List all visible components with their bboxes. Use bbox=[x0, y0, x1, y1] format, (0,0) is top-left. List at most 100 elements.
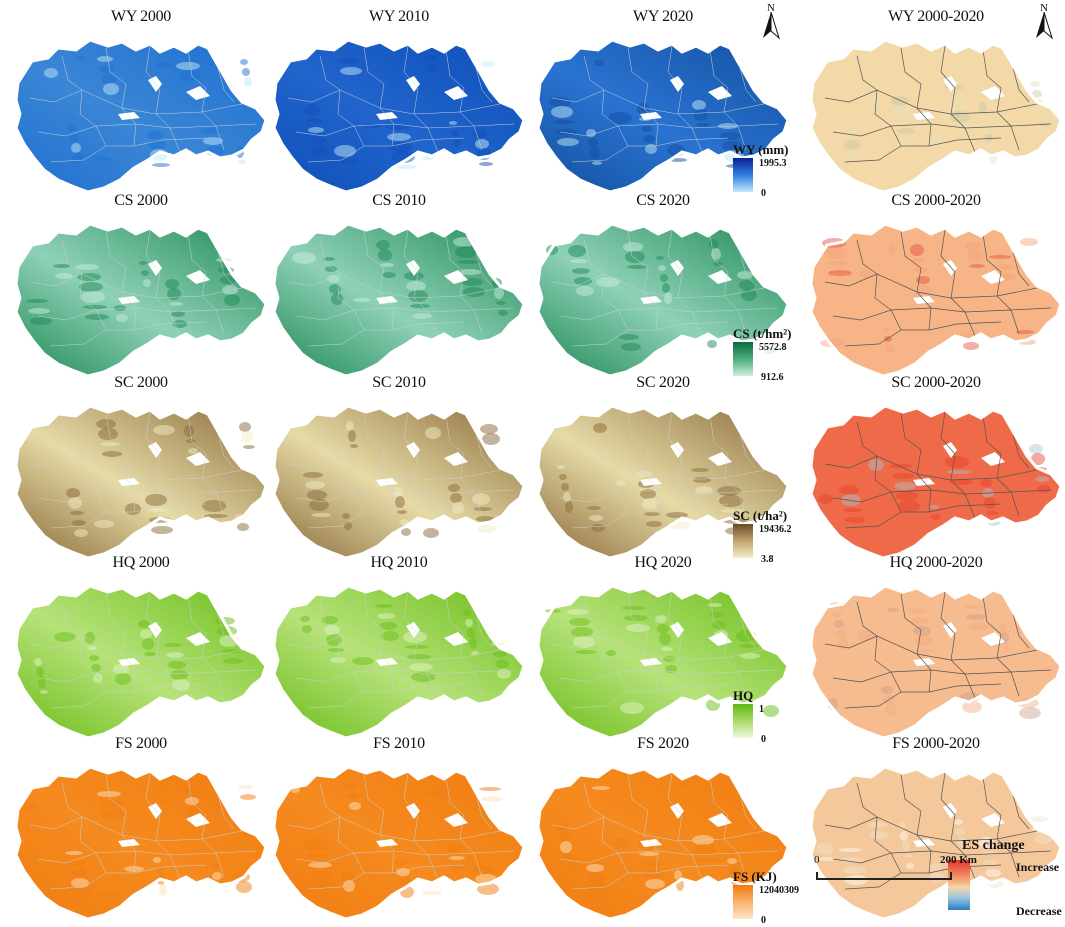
texture-patch bbox=[481, 61, 495, 67]
texture-patch bbox=[202, 500, 226, 512]
wy-map-1 bbox=[268, 28, 530, 194]
panel-title: HQ 2000-2020 bbox=[889, 554, 983, 571]
texture-patch bbox=[896, 491, 918, 501]
sc-panel-3: SC 2000-2020 bbox=[805, 374, 1065, 560]
county-border bbox=[900, 413, 932, 513]
panel-title: SC 2020 bbox=[636, 374, 690, 391]
texture-patch bbox=[928, 863, 942, 871]
texture-patch bbox=[553, 120, 575, 124]
county-border bbox=[363, 47, 395, 147]
lake bbox=[708, 813, 732, 827]
county-border bbox=[824, 273, 1038, 299]
texture-patch bbox=[570, 259, 588, 263]
texture-patch bbox=[692, 100, 706, 110]
texture-patch bbox=[645, 879, 665, 889]
texture-patch bbox=[571, 627, 593, 637]
texture-patch bbox=[950, 111, 970, 123]
texture-patch bbox=[412, 313, 432, 319]
texture-patch bbox=[26, 299, 48, 303]
texture-patch bbox=[966, 614, 986, 620]
county-border bbox=[475, 251, 493, 287]
texture-patch bbox=[389, 142, 413, 152]
texture-patch bbox=[169, 302, 183, 306]
texture-patch bbox=[124, 866, 144, 872]
hq-panel-2: HQ 2020 bbox=[532, 554, 794, 740]
texture-patch bbox=[608, 112, 632, 124]
texture-patch bbox=[463, 287, 485, 297]
texture-patch bbox=[678, 783, 686, 787]
texture-patch bbox=[300, 616, 310, 622]
texture-patch bbox=[382, 272, 396, 278]
lake bbox=[406, 803, 420, 819]
texture-patch bbox=[902, 840, 910, 852]
county-border bbox=[307, 864, 465, 890]
texture-patch bbox=[569, 618, 591, 626]
texture-patch bbox=[340, 67, 362, 75]
texture-patch bbox=[985, 869, 1001, 877]
texture-patch bbox=[164, 643, 182, 647]
county-border bbox=[551, 89, 765, 115]
county-border bbox=[571, 683, 729, 709]
texture-patch bbox=[71, 143, 81, 153]
outline-rim bbox=[14, 222, 268, 378]
texture-patch bbox=[693, 477, 711, 483]
texture-patch bbox=[1020, 238, 1038, 246]
texture-patch bbox=[1036, 108, 1046, 120]
texture-patch bbox=[473, 865, 495, 873]
texture-patch bbox=[912, 258, 926, 262]
texture-patch bbox=[410, 304, 430, 308]
texture-patch bbox=[899, 137, 917, 145]
texture-patch bbox=[640, 489, 656, 499]
texture-patch bbox=[717, 486, 741, 496]
texture-patch bbox=[884, 336, 892, 342]
texture-patch bbox=[824, 247, 848, 259]
county-border bbox=[824, 455, 1038, 481]
sc-panel-1: SC 2010 bbox=[268, 374, 530, 560]
county-border bbox=[363, 774, 395, 874]
texture-patch bbox=[644, 512, 660, 516]
panel-title: CS 2000 bbox=[114, 192, 168, 209]
texture-patch bbox=[116, 314, 128, 322]
county-border bbox=[319, 782, 365, 874]
texture-patch bbox=[472, 493, 490, 505]
panel-title: CS 2010 bbox=[372, 192, 426, 209]
panel-title: HQ 2020 bbox=[634, 554, 692, 571]
sc-map-0 bbox=[10, 394, 272, 560]
texture-patch bbox=[840, 122, 856, 128]
sc-panel-2: SC 2020 bbox=[532, 374, 794, 560]
county-border bbox=[445, 595, 483, 697]
county-border bbox=[49, 864, 207, 890]
county-border bbox=[61, 55, 107, 147]
legend-min: 912.6 bbox=[761, 372, 784, 383]
county-border bbox=[832, 123, 1052, 137]
legend-colorbar bbox=[733, 885, 753, 919]
texture-patch bbox=[67, 860, 85, 866]
texture-patch bbox=[152, 163, 170, 167]
cs-map-1 bbox=[268, 212, 530, 378]
county-border bbox=[403, 411, 439, 519]
region-outline bbox=[15, 766, 267, 920]
map-svg bbox=[809, 38, 1063, 194]
texture-patch bbox=[893, 105, 911, 117]
texture-patch bbox=[841, 494, 861, 506]
texture-patch bbox=[411, 672, 435, 682]
texture-patch bbox=[425, 427, 441, 439]
county-border bbox=[583, 55, 629, 147]
county-border bbox=[287, 816, 501, 842]
texture-patch bbox=[562, 855, 574, 859]
texture-patch bbox=[426, 64, 438, 72]
texture-patch bbox=[170, 670, 188, 680]
texture-patch bbox=[309, 499, 329, 511]
texture-patch bbox=[186, 439, 196, 443]
texture-patch bbox=[495, 660, 509, 668]
texture-patch bbox=[921, 137, 945, 147]
legend-min: 3.8 bbox=[761, 554, 774, 565]
texture-patch bbox=[917, 649, 935, 653]
hq-map-1 bbox=[268, 574, 530, 740]
lake bbox=[708, 632, 732, 646]
texture-patch bbox=[348, 430, 356, 442]
map-svg bbox=[809, 404, 1063, 560]
legend-colorbar bbox=[733, 704, 753, 738]
texture-patch bbox=[73, 152, 83, 164]
panel-title: WY 2010 bbox=[369, 8, 429, 25]
